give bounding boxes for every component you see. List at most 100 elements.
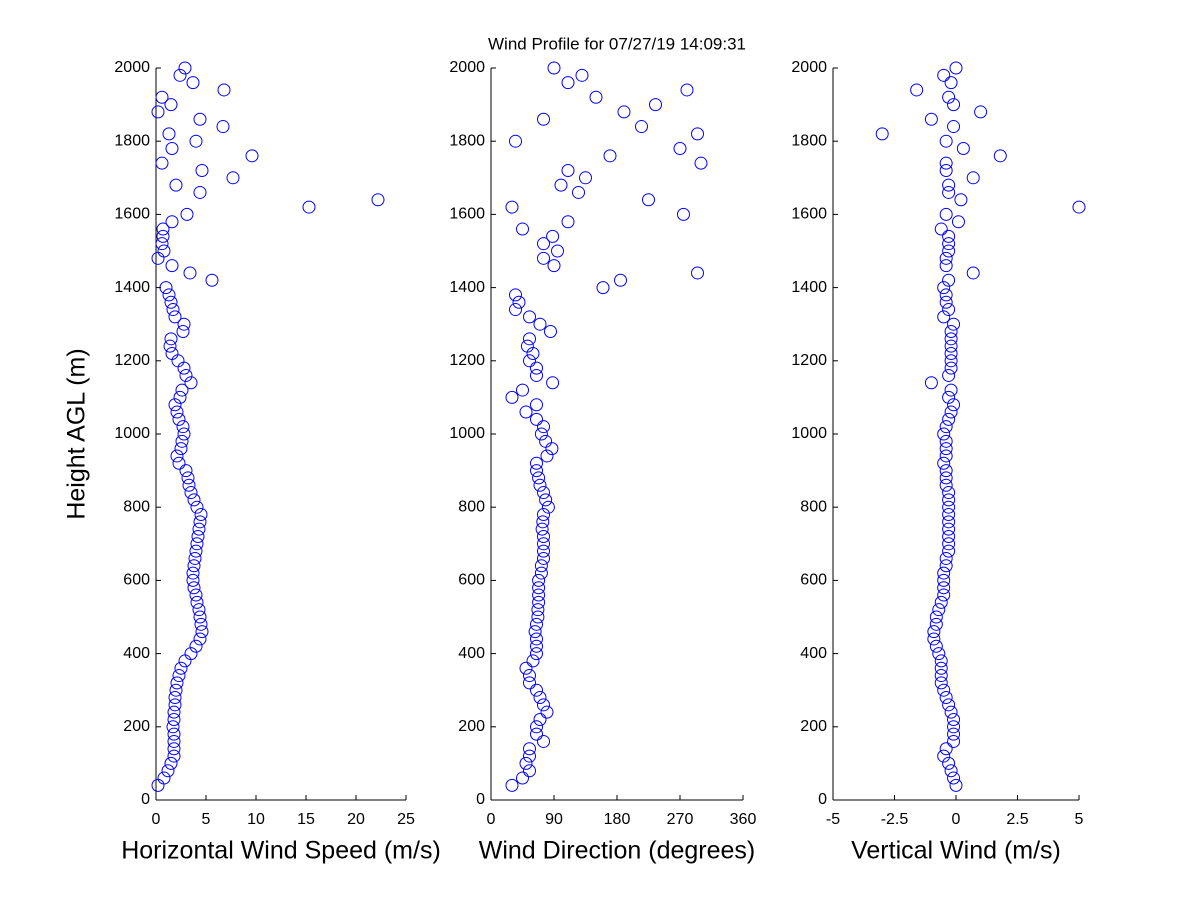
point (186, 573, 200, 587)
x-tick-label: -5 (826, 811, 840, 828)
point (949, 61, 963, 75)
point (165, 142, 179, 156)
point (178, 61, 192, 75)
point (531, 603, 545, 617)
x-axis-label: Horizontal Wind Speed (m/s) (121, 837, 441, 865)
point (537, 508, 550, 522)
point (561, 163, 575, 177)
point (924, 376, 938, 390)
point (533, 691, 547, 705)
point (216, 120, 230, 134)
y-tick-label: 800 (800, 498, 827, 515)
x-tick-label: 15 (297, 811, 315, 828)
y-tick-label: 600 (800, 572, 827, 589)
y-tick-label: 1400 (114, 279, 150, 296)
point (691, 266, 704, 280)
point (188, 551, 202, 565)
point (934, 654, 948, 668)
point (530, 368, 543, 382)
point (177, 427, 191, 441)
x-tick-label: 0 (152, 811, 161, 828)
point (939, 259, 953, 273)
point (944, 76, 958, 90)
point (937, 427, 951, 441)
point (226, 171, 240, 185)
point (217, 83, 231, 97)
point (189, 134, 203, 148)
point (575, 68, 589, 82)
point (939, 288, 953, 302)
point (942, 486, 956, 500)
point (942, 390, 956, 404)
point (942, 368, 956, 382)
x-tick-label: 10 (247, 811, 265, 828)
point (937, 573, 951, 587)
x-tick-label: 360 (730, 811, 757, 828)
point (947, 317, 961, 331)
point (166, 303, 180, 317)
y-tick-label: 2000 (791, 59, 827, 76)
point (939, 163, 953, 177)
point (523, 354, 536, 368)
point (944, 354, 958, 368)
point (572, 185, 585, 199)
point (947, 771, 961, 785)
point (161, 764, 175, 778)
point (371, 193, 385, 207)
point (537, 537, 550, 551)
point (167, 712, 181, 726)
y-tick-label: 200 (800, 718, 827, 735)
point (172, 456, 186, 470)
point (635, 120, 648, 134)
point (183, 266, 197, 280)
point (944, 325, 958, 339)
point (942, 493, 956, 507)
point (205, 273, 219, 287)
point (194, 617, 208, 631)
point (179, 464, 193, 478)
point (944, 383, 958, 397)
point (516, 383, 529, 397)
point (523, 742, 536, 756)
point (534, 566, 548, 580)
y-tick-label: 400 (123, 645, 150, 662)
point (157, 244, 171, 258)
point (176, 325, 190, 339)
x-tick-label: 5 (1075, 811, 1084, 828)
point (170, 676, 184, 690)
x-tick-label: 270 (667, 811, 694, 828)
x-tick-label: 5 (202, 811, 211, 828)
point (942, 303, 956, 317)
point (939, 551, 953, 565)
point (189, 639, 203, 653)
y-tick-label: 0 (476, 791, 485, 808)
y-tick-label: 600 (123, 572, 150, 589)
y-tick-label: 1800 (791, 132, 827, 149)
point (937, 68, 951, 82)
point (927, 625, 941, 639)
point (167, 727, 181, 741)
point (929, 617, 943, 631)
point (617, 105, 631, 119)
y-tick-label: 400 (458, 645, 485, 662)
point (505, 390, 519, 404)
point (156, 222, 170, 236)
point (939, 478, 953, 492)
y-tick-label: 1800 (449, 132, 485, 149)
point (939, 295, 953, 309)
point (937, 310, 951, 324)
point (934, 669, 948, 683)
point (937, 683, 951, 697)
point (942, 244, 956, 258)
point (193, 112, 207, 126)
point (537, 112, 550, 126)
point (532, 581, 546, 595)
point (164, 295, 178, 309)
point (516, 222, 529, 236)
point (519, 405, 533, 419)
point (932, 647, 946, 661)
point (537, 486, 550, 500)
point (942, 515, 956, 529)
point (694, 156, 708, 170)
point (539, 434, 553, 448)
